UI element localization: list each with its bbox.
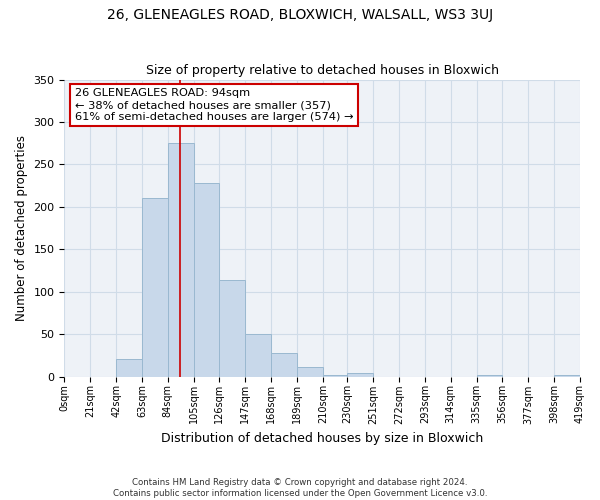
Bar <box>271 353 297 376</box>
X-axis label: Distribution of detached houses by size in Bloxwich: Distribution of detached houses by size … <box>161 432 484 445</box>
Text: 26 GLENEAGLES ROAD: 94sqm
← 38% of detached houses are smaller (357)
61% of semi: 26 GLENEAGLES ROAD: 94sqm ← 38% of detac… <box>75 88 353 122</box>
Text: 26, GLENEAGLES ROAD, BLOXWICH, WALSALL, WS3 3UJ: 26, GLENEAGLES ROAD, BLOXWICH, WALSALL, … <box>107 8 493 22</box>
Bar <box>245 334 271 376</box>
Bar <box>347 373 373 376</box>
Bar <box>142 198 168 376</box>
Text: Contains HM Land Registry data © Crown copyright and database right 2024.
Contai: Contains HM Land Registry data © Crown c… <box>113 478 487 498</box>
Y-axis label: Number of detached properties: Number of detached properties <box>15 135 28 321</box>
Bar <box>220 280 245 376</box>
Bar <box>297 367 323 376</box>
Bar <box>323 375 347 376</box>
Bar <box>168 143 194 376</box>
Bar <box>194 183 220 376</box>
Bar <box>116 358 142 376</box>
Bar <box>476 375 502 376</box>
Bar <box>554 375 580 376</box>
Title: Size of property relative to detached houses in Bloxwich: Size of property relative to detached ho… <box>146 64 499 77</box>
